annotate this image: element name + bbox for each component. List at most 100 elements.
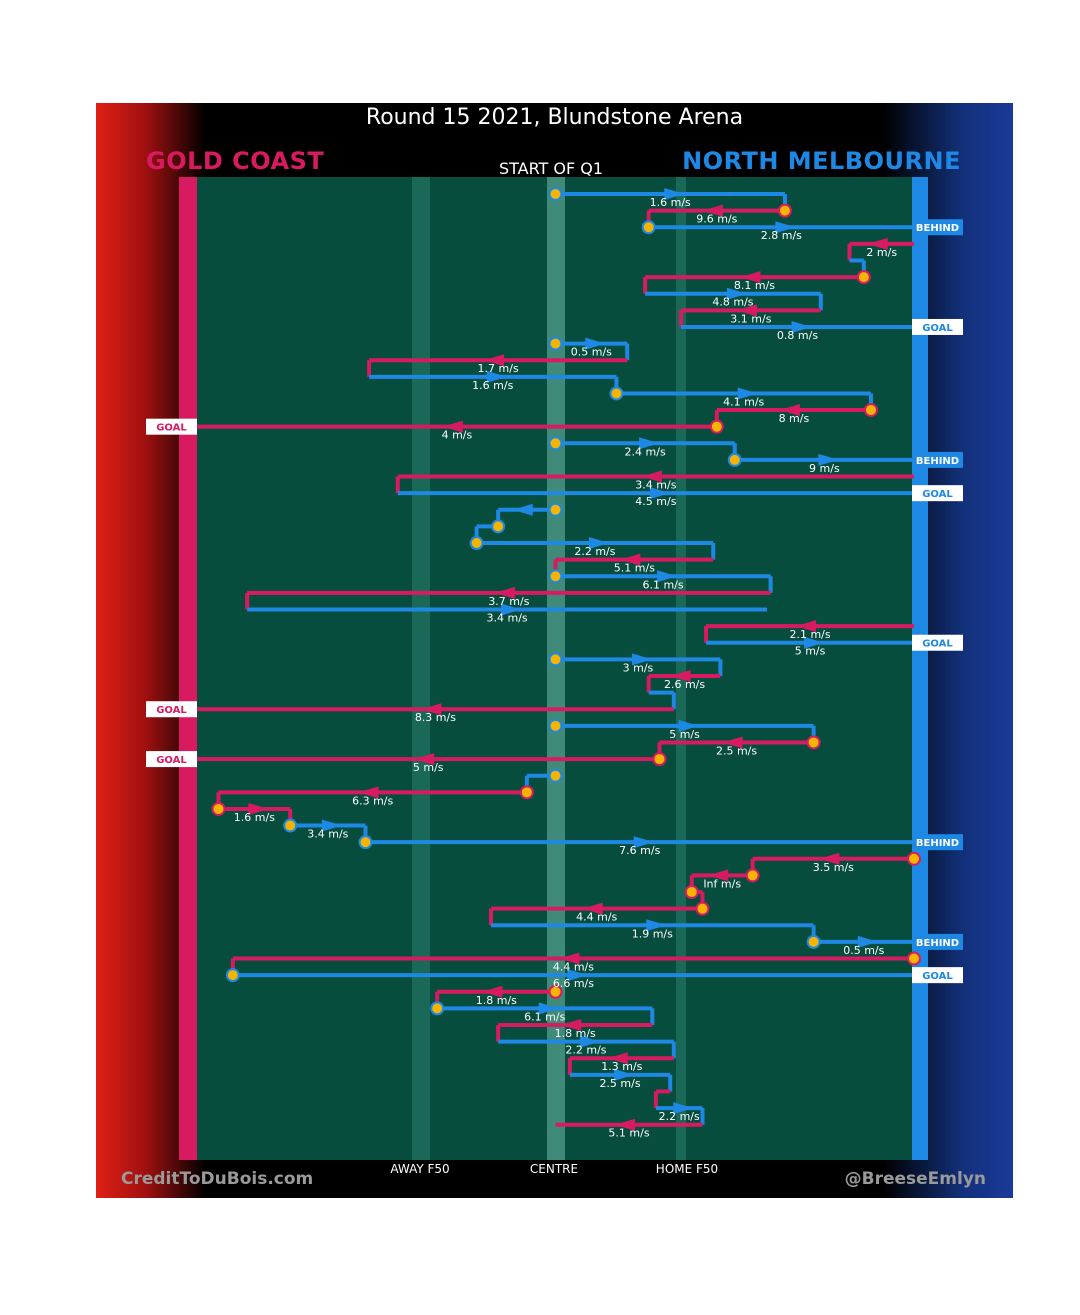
segment-arrow — [639, 437, 660, 450]
speed-label: 9.6 m/s — [696, 213, 737, 226]
outcome-badge — [912, 634, 963, 651]
segment-arrow — [819, 852, 840, 865]
possession-marker — [907, 951, 921, 966]
segment-arrow — [620, 553, 641, 566]
outcome-label: BEHIND — [916, 838, 959, 849]
speed-label: 1.8 m/s — [476, 994, 517, 1007]
segment-arrow — [740, 271, 761, 284]
segment-arrow — [633, 836, 654, 849]
outcome-label: GOAL — [922, 323, 953, 334]
possession-marker — [225, 968, 240, 983]
segment-arrow — [818, 453, 839, 466]
speed-label: 4.4 m/s — [553, 961, 594, 974]
possession-marker — [907, 851, 921, 866]
speed-label: 1.8 m/s — [555, 1027, 596, 1040]
possession-marker — [283, 818, 298, 833]
chain-chart: 1.6 m/s 9.6 m/s 2.8 m/s BEHIND 2 m/s 8.1 m/s 4… — [146, 177, 963, 1160]
segment-arrow — [867, 237, 888, 250]
outcome-label: GOAL — [156, 755, 187, 766]
outcome-badge — [912, 451, 963, 468]
segment-arrow — [779, 404, 800, 417]
segment-arrow — [657, 570, 678, 583]
possession-marker — [548, 768, 563, 783]
outcome-label: GOAL — [922, 489, 953, 500]
speed-label: 5 m/s — [795, 645, 826, 658]
possession-marker — [548, 336, 563, 351]
segment-arrow — [321, 819, 342, 832]
possession-marker — [548, 569, 563, 584]
segment-arrow — [588, 537, 609, 550]
speed-label: 3.4 m/s — [307, 828, 348, 841]
speed-label: 6.1 m/s — [524, 1010, 565, 1023]
speed-label: 2.2 m/s — [565, 1044, 606, 1057]
possession-marker — [695, 901, 710, 916]
segment-arrow — [670, 669, 691, 682]
segment-arrow — [421, 703, 442, 716]
speed-label: 4.1 m/s — [723, 395, 764, 408]
possession-marker — [548, 984, 563, 999]
possession-marker — [745, 868, 760, 883]
speed-label: 3.4 m/s — [487, 612, 528, 625]
outcome-badge — [912, 933, 963, 950]
outcome-badge — [912, 967, 963, 984]
outcome-label: GOAL — [922, 971, 953, 982]
quarter-label: START OF Q1 — [498, 159, 604, 178]
segment-arrow — [582, 902, 603, 915]
away-f50-line — [412, 177, 430, 1160]
outcome-badge — [146, 701, 197, 718]
segment-arrow — [631, 653, 652, 666]
segment-lines — [197, 188, 914, 1131]
speed-label: 4.4 m/s — [576, 911, 617, 924]
segment-arrow — [791, 320, 812, 333]
speed-label: 1.9 m/s — [632, 927, 673, 940]
outcome-label: GOAL — [156, 705, 187, 716]
possession-marker — [806, 735, 821, 750]
segment-arrow — [726, 287, 747, 300]
speed-label: 2.6 m/s — [664, 678, 705, 691]
speed-label: 3.1 m/s — [730, 312, 771, 325]
possession-marker — [548, 436, 563, 451]
home-f50-line — [676, 177, 686, 1160]
speed-label: 3.4 m/s — [635, 479, 676, 492]
axis-label-home-f50: HOME F50 — [655, 1162, 719, 1176]
possession-marker — [548, 502, 563, 517]
outcome-label: BEHIND — [916, 456, 959, 467]
outcome-badge — [912, 219, 963, 236]
segment-arrow — [559, 952, 580, 965]
axis-label-away-f50: AWAY F50 — [390, 1162, 450, 1176]
segment-arrow — [567, 969, 588, 982]
outcome-badge — [912, 485, 963, 502]
segment-arrow — [585, 337, 606, 350]
speed-label: 3.5 m/s — [813, 861, 854, 874]
outcome-badge — [912, 834, 963, 851]
speed-label: 2.2 m/s — [659, 1110, 700, 1123]
speed-label: 2.1 m/s — [789, 628, 830, 641]
possession-marker — [709, 419, 724, 434]
axis-label-centre: CENTRE — [529, 1162, 579, 1176]
segment-arrow — [501, 603, 522, 616]
possession-marker — [609, 386, 624, 401]
segment-arrow — [722, 736, 743, 749]
speed-label: 5.1 m/s — [614, 562, 655, 575]
north-melbourne-goal-line — [912, 177, 928, 1160]
outcome-badge — [146, 418, 197, 435]
possession-marker — [777, 203, 792, 218]
possession-marker — [469, 536, 484, 551]
speed-label: 1.7 m/s — [478, 362, 519, 375]
speed-label: 8 m/s — [779, 412, 810, 425]
segment-arrow — [708, 869, 729, 882]
segment-arrow — [804, 636, 825, 649]
segment-arrow — [414, 753, 435, 766]
gold-coast-goal-line — [179, 177, 197, 1160]
speed-label: 3 m/s — [623, 661, 654, 674]
outcome-label: BEHIND — [916, 938, 959, 949]
segment-markers — [146, 187, 963, 1016]
speed-label: 5 m/s — [413, 761, 444, 774]
speed-label: 1.6 m/s — [472, 379, 513, 392]
segment-arrow — [796, 620, 817, 633]
speed-label: 2.2 m/s — [574, 545, 615, 558]
centre-line — [547, 177, 565, 1160]
possession-marker — [641, 220, 656, 235]
segment-arrow — [579, 1035, 600, 1048]
outcome-label: GOAL — [922, 639, 953, 650]
